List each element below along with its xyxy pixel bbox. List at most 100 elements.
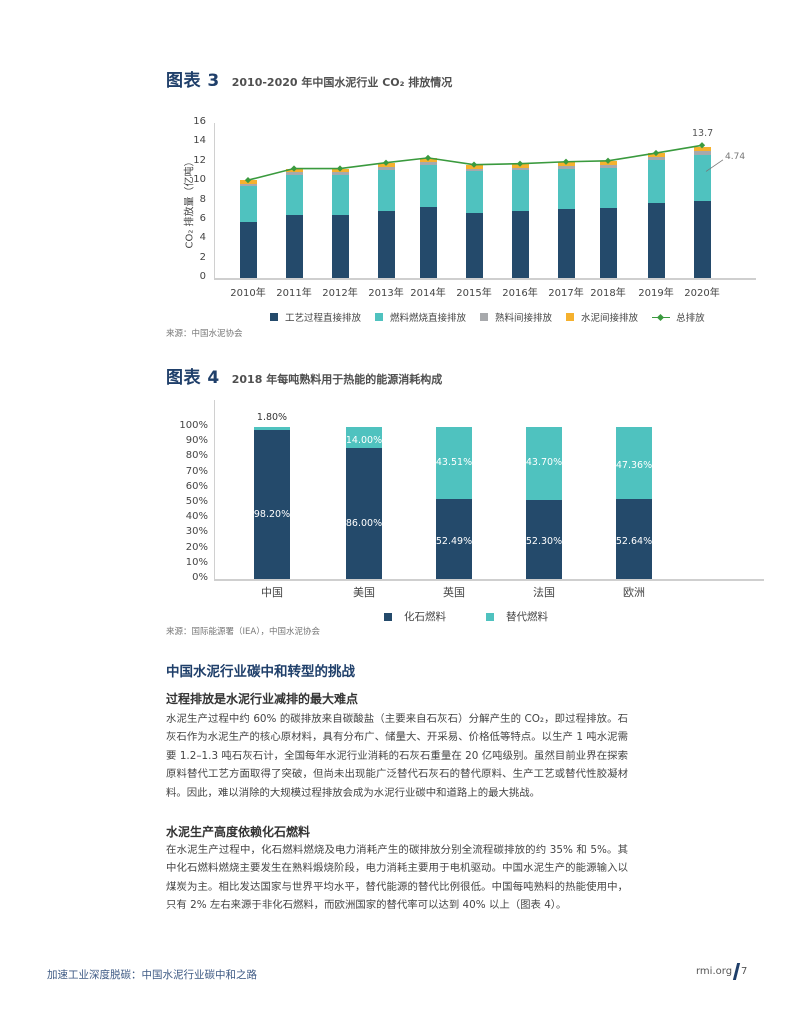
- footer-site-link[interactable]: rmi.org: [696, 966, 733, 977]
- y-tick-label: 14: [193, 135, 206, 147]
- fossil-segment: [254, 429, 290, 579]
- figure-3-legend: 工艺过程直接排放 燃料燃烧直接排放 熟料间接排放 水泥间接排放 总排放: [270, 310, 719, 324]
- bar-英国: [436, 427, 472, 579]
- slash-divider-icon: [732, 963, 741, 980]
- bar-segment: [285, 175, 303, 216]
- bar-2015年: [465, 123, 483, 278]
- subheading-fossil-fuel: 水泥生产高度依赖化石燃料: [166, 825, 311, 839]
- y-tick-label: 0%: [192, 572, 208, 583]
- bar-segment: [465, 171, 483, 214]
- fossil-value-label: 52.30%: [525, 536, 563, 548]
- total-2020-annotation: 13.7: [692, 128, 714, 140]
- bar-segment: [239, 221, 257, 278]
- figure-4-legend: 化石燃料 替代燃料: [384, 609, 588, 624]
- x-tick-label: 2019年: [638, 288, 674, 299]
- legend-swatch-icon: [270, 313, 278, 321]
- bar-中国: [254, 427, 290, 579]
- alternative-segment: [616, 427, 652, 499]
- legend-label: 化石燃料: [404, 611, 446, 623]
- legend-label: 工艺过程直接排放: [285, 313, 362, 324]
- bar-segment: [465, 168, 483, 172]
- figure-3-title: 图表 3 2010-2020 年中国水泥行业 CO₂ 排放情况: [166, 66, 452, 91]
- legend-item: 化石燃料: [384, 609, 446, 624]
- legend-swatch-icon: [566, 313, 575, 321]
- legend-item: 燃料燃烧直接排放: [375, 310, 466, 324]
- y-tick-label: 30%: [185, 526, 208, 538]
- legend-item: 替代燃料: [486, 609, 548, 624]
- y-axis-line: [214, 123, 215, 278]
- fuel-2020-annotation: 4.74: [725, 151, 746, 162]
- legend-item: 工艺过程直接排放: [270, 310, 361, 324]
- bar-segment: [285, 172, 303, 176]
- bar-segment: [285, 215, 303, 278]
- y-tick-label: 2: [199, 251, 206, 263]
- bar-segment: [377, 169, 395, 212]
- y-tick-label: 50%: [185, 496, 208, 507]
- y-tick-label: 12: [193, 154, 206, 166]
- bar-segment: [377, 166, 395, 170]
- bar-segment: [377, 211, 395, 278]
- x-tick-label: 美国: [353, 586, 375, 599]
- x-tick-label: 英国: [443, 586, 465, 599]
- x-tick-label: 法国: [533, 586, 555, 599]
- x-tick-label: 2010年: [230, 288, 266, 299]
- y-tick-label: 80%: [185, 450, 208, 462]
- paragraph-fossil-fuel: 在水泥生产过程中，化石燃料燃烧及电力消耗产生的碳排放分别全流程碳排放的约 35%…: [166, 844, 628, 912]
- legend-swatch-icon: [375, 313, 384, 321]
- total-emissions-line: [244, 142, 724, 184]
- page-number: 7: [741, 966, 748, 977]
- x-axis-line: [214, 579, 764, 581]
- figure-3-source: 来源：中国水泥协会: [166, 329, 243, 339]
- fossil-segment: [436, 499, 472, 579]
- bar-segment: [511, 211, 529, 278]
- alternative-segment: [436, 427, 472, 500]
- legend-label: 替代燃料: [506, 611, 548, 623]
- bar-segment: [599, 167, 617, 209]
- bar-segment: [693, 151, 711, 155]
- footer-page-info: rmi.org 7: [696, 963, 747, 980]
- bar-segment: [557, 209, 575, 278]
- figure-4-number: 图表 4: [166, 368, 220, 388]
- figure-4-caption: 2018 年每吨熟料用于热能的能源消耗构成: [231, 373, 443, 386]
- fossil-segment: [526, 499, 562, 579]
- fossil-value-label: 86.00%: [345, 518, 383, 530]
- x-tick-label: 2013年: [368, 288, 404, 299]
- bar-segment: [511, 167, 529, 171]
- bar-segment: [693, 154, 711, 201]
- x-tick-label: 2017年: [548, 288, 584, 299]
- bar-segment: [239, 185, 257, 222]
- y-tick-label: 40%: [185, 511, 208, 523]
- alternative-value-label: 1.80%: [256, 412, 288, 423]
- legend-swatch-icon: [480, 313, 489, 321]
- x-tick-label: 2014年: [410, 288, 446, 299]
- bar-2020年: [693, 123, 711, 278]
- figure-3-number: 图表 3: [166, 71, 220, 91]
- fossil-value-label: 52.49%: [435, 536, 473, 548]
- y-tick-label: 20%: [185, 541, 208, 553]
- legend-item: 水泥间接排放: [566, 310, 638, 324]
- bar-segment: [465, 213, 483, 278]
- x-tick-label: 2015年: [456, 288, 492, 299]
- bar-美国: [346, 427, 382, 579]
- bar-2010年: [239, 123, 257, 278]
- y-tick-label: 6: [199, 212, 206, 224]
- legend-label: 燃料燃烧直接排放: [390, 313, 467, 324]
- subheading-process-emissions: 过程排放是水泥行业减排的最大难点: [166, 692, 359, 706]
- bar-segment: [331, 175, 349, 216]
- bar-segment: [557, 165, 575, 169]
- x-tick-label: 2016年: [502, 288, 538, 299]
- y-axis-line: [214, 400, 215, 579]
- y-tick-label: 60%: [185, 480, 208, 492]
- y-tick-label: 10%: [185, 556, 208, 568]
- y-tick-label: 8: [199, 193, 206, 205]
- x-tick-label: 欧洲: [623, 586, 645, 599]
- legend-swatch-icon: [486, 612, 494, 621]
- alternative-segment: [526, 427, 562, 500]
- y-tick-label: 10: [193, 174, 206, 186]
- alternative-value-label: 43.51%: [435, 457, 473, 469]
- x-tick-label: 2020年: [684, 288, 720, 299]
- figure-3-caption: 2010-2020 年中国水泥行业 CO₂ 排放情况: [231, 76, 453, 89]
- bar-segment: [599, 208, 617, 278]
- fossil-segment: [346, 448, 382, 579]
- x-axis-line: [214, 278, 756, 280]
